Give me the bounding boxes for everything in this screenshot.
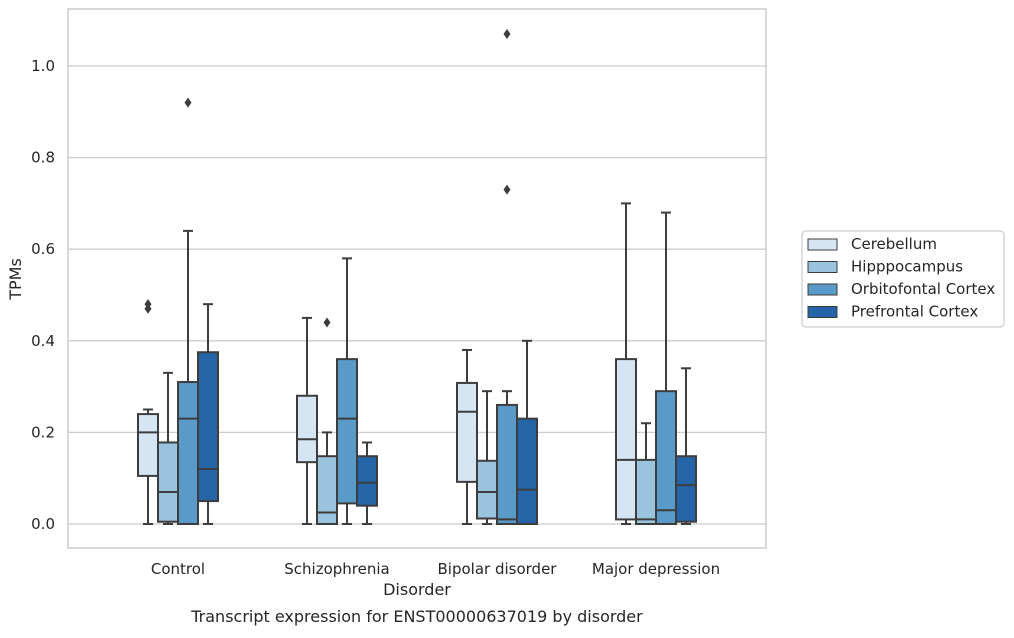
x-tick-label: Bipolar disorder xyxy=(438,560,558,578)
outlier-point xyxy=(184,97,192,108)
box-cerebellum xyxy=(296,316,318,525)
outlier-point xyxy=(323,317,331,328)
legend-swatch xyxy=(807,283,838,296)
box-orbitofontal-cortex xyxy=(336,257,358,525)
y-axis-label: TPMs xyxy=(6,258,25,301)
box-body xyxy=(476,459,498,520)
plot-frame xyxy=(67,8,767,549)
box-prefrontal-cortex xyxy=(675,367,697,525)
box-body xyxy=(615,358,637,521)
box-prefrontal-cortex xyxy=(516,339,538,525)
box-body xyxy=(296,394,318,464)
legend-label: Hipppocampus xyxy=(851,258,963,276)
box-cerebellum xyxy=(456,348,478,525)
x-tick-label: Schizophrenia xyxy=(284,560,389,578)
y-tick-label: 0.0 xyxy=(31,515,55,533)
y-tick-labels: 0.0 0.2 0.4 0.6 0.8 1.0 xyxy=(31,57,55,533)
legend-swatch xyxy=(807,261,838,273)
outlier-point xyxy=(503,28,511,39)
box-body xyxy=(456,381,478,483)
box-body xyxy=(157,441,179,523)
x-tick-label: Major depression xyxy=(592,560,720,578)
box-body xyxy=(197,351,219,503)
legend-label: Orbitofontal Cortex xyxy=(851,280,995,298)
legend-label: Cerebellum xyxy=(851,235,937,253)
box-cerebellum xyxy=(615,202,637,525)
box-hipppocampus xyxy=(476,390,498,525)
y-tick-label: 1.0 xyxy=(31,57,55,75)
y-tick-label: 0.2 xyxy=(31,423,55,441)
box-body xyxy=(316,455,338,525)
box-body xyxy=(336,358,358,505)
box-hipppocampus xyxy=(635,422,657,526)
legend-swatch xyxy=(807,306,838,318)
box-body xyxy=(516,417,538,525)
legend-swatch xyxy=(807,238,838,251)
box-orbitofontal-cortex xyxy=(177,97,199,525)
y-tick-label: 0.8 xyxy=(31,149,55,167)
x-axis-label: Disorder xyxy=(383,580,451,599)
box-series xyxy=(137,28,697,526)
y-tick-label: 0.6 xyxy=(31,240,55,258)
legend-frame xyxy=(801,230,1005,328)
box-prefrontal-cortex xyxy=(197,303,219,525)
box-body xyxy=(356,455,378,507)
outlier-point xyxy=(144,299,152,310)
x-tick-label: Control xyxy=(151,560,205,578)
chart-caption: Transcript expression for ENST0000063701… xyxy=(190,607,643,626)
legend: Cerebellum Hipppocampus Orbitofontal Corte… xyxy=(801,230,1005,328)
box-cerebellum xyxy=(137,299,159,525)
box-body xyxy=(655,390,677,525)
box-body xyxy=(635,458,657,526)
x-tick-labels: Control Schizophrenia Bipolar disorder Majo… xyxy=(151,560,720,578)
box-body xyxy=(496,403,518,526)
box-prefrontal-cortex xyxy=(356,441,378,525)
y-tick-label: 0.4 xyxy=(31,332,55,350)
box-body xyxy=(675,455,697,523)
legend-label: Prefrontal Cortex xyxy=(851,303,978,321)
outlier-point xyxy=(503,184,511,195)
box-body xyxy=(177,381,199,525)
box-body xyxy=(137,413,159,477)
